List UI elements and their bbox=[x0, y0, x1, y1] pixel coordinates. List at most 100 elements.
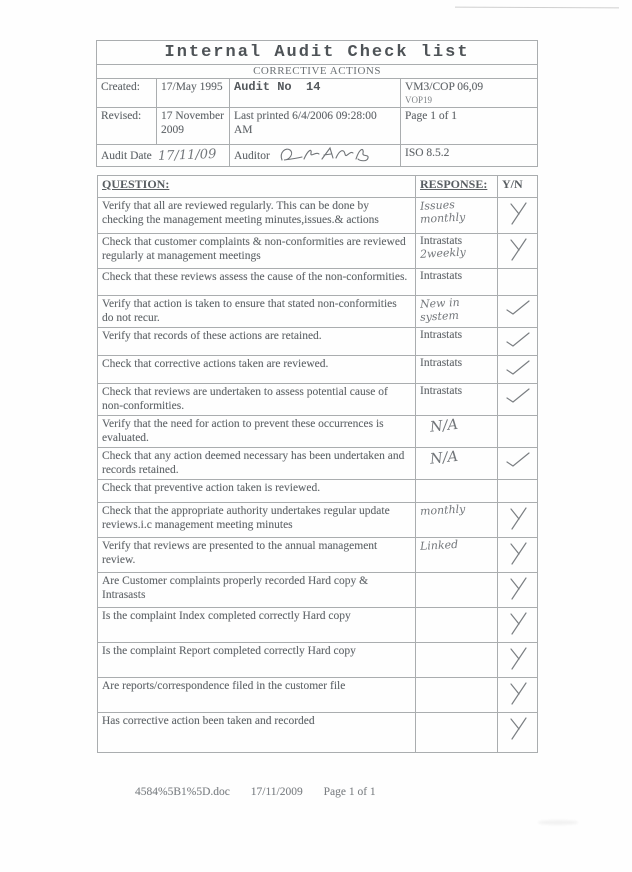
question-cell: Is the complaint Report completed correc… bbox=[97, 642, 416, 679]
yn-cell bbox=[497, 572, 538, 609]
checklist-row: Are reports/correspondence filed in the … bbox=[97, 677, 538, 714]
checklist-row: Check that these reviews assess the caus… bbox=[97, 268, 538, 296]
document-subtitle: CORRECTIVE ACTIONS bbox=[95, 64, 539, 79]
y-mark-handwritten bbox=[509, 647, 527, 670]
audit-number: Audit No 14 bbox=[234, 80, 321, 94]
response-typed: Intrastats bbox=[420, 270, 463, 282]
response-cell: Intrastats 2weekly bbox=[415, 233, 498, 269]
created-label: Created: bbox=[96, 77, 157, 109]
question-column-header: QUESTION: bbox=[97, 175, 416, 198]
question-cell: Verify that action is taken to ensure th… bbox=[97, 294, 416, 329]
question-cell: Check that any action deemed necessary h… bbox=[97, 447, 416, 481]
checklist-row: Verify that records of these actions are… bbox=[97, 327, 538, 357]
checklist-row: Check that the appropriate authority und… bbox=[97, 502, 538, 539]
yn-cell bbox=[497, 447, 538, 481]
y-mark-handwritten bbox=[509, 612, 527, 635]
response-column-header: RESPONSE: bbox=[415, 175, 498, 198]
yn-cell bbox=[497, 268, 538, 296]
footer-filename: 4584%5B1%5D.doc bbox=[135, 786, 230, 798]
footer-page: Page 1 of 1 bbox=[323, 786, 376, 798]
question-cell: Are reports/correspondence filed in the … bbox=[97, 677, 416, 714]
response-handwritten: N/A bbox=[429, 448, 459, 468]
yn-cell bbox=[497, 502, 538, 539]
response-cell: Issues monthly bbox=[415, 197, 498, 234]
response-cell: Intrastats bbox=[415, 327, 498, 357]
checklist-row: Verify that the need for action to preve… bbox=[97, 415, 538, 449]
page-count: Page 1 of 1 bbox=[399, 107, 539, 146]
question-cell: Check that these reviews assess the caus… bbox=[97, 268, 416, 296]
document-title: Internal Audit Check list bbox=[95, 40, 539, 65]
yn-cell bbox=[497, 327, 538, 357]
checkmark-handwritten bbox=[505, 388, 530, 403]
response-cell bbox=[415, 479, 498, 504]
yn-cell bbox=[497, 197, 538, 234]
checklist-row: Verify that all are reviewed regularly. … bbox=[97, 197, 538, 234]
audit-date-handwritten: 17/11/09 bbox=[157, 147, 217, 165]
yn-cell bbox=[497, 607, 538, 644]
question-cell: Has corrective action been taken and rec… bbox=[97, 712, 416, 754]
question-cell: Check that reviews are undertaken to ass… bbox=[97, 383, 416, 417]
scan-artifact-smudge bbox=[538, 820, 578, 825]
document-header-table: Internal Audit Check list CORRECTIVE ACT… bbox=[95, 40, 539, 168]
question-cell: Check that preventive action taken is re… bbox=[97, 479, 416, 504]
checklist-row: Check that preventive action taken is re… bbox=[97, 479, 538, 504]
response-cell: New in system bbox=[415, 294, 498, 329]
yn-column-header: Y/N bbox=[497, 175, 538, 198]
yn-cell bbox=[497, 415, 538, 449]
checklist-row: Check that any action deemed necessary h… bbox=[97, 447, 538, 481]
response-typed: Intrastats bbox=[420, 329, 463, 342]
yn-cell bbox=[497, 355, 538, 385]
response-handwritten: monthly bbox=[419, 502, 466, 519]
yn-cell bbox=[497, 294, 538, 329]
response-cell bbox=[415, 712, 498, 754]
response-handwritten: system bbox=[419, 308, 460, 324]
question-cell: Check that customer complaints & non-con… bbox=[97, 233, 416, 269]
y-mark-handwritten bbox=[509, 238, 527, 261]
response-cell bbox=[415, 572, 498, 609]
revised-label: Revised: bbox=[96, 107, 157, 146]
response-handwritten: monthly bbox=[419, 210, 466, 226]
checkmark-handwritten bbox=[505, 360, 530, 375]
checkmark-handwritten bbox=[505, 452, 530, 467]
response-handwritten: Linked bbox=[419, 538, 459, 554]
question-cell: Check that the appropriate authority und… bbox=[97, 502, 416, 539]
checklist-row: Has corrective action been taken and rec… bbox=[97, 712, 538, 754]
response-cell bbox=[415, 642, 498, 679]
y-mark-handwritten bbox=[509, 682, 527, 705]
created-value: 17/May 1995 bbox=[156, 77, 230, 109]
response-handwritten: 2weekly bbox=[419, 245, 467, 261]
last-printed: Last printed 6/4/2006 09:28:00 AM bbox=[229, 107, 401, 146]
y-mark-handwritten bbox=[509, 577, 527, 600]
question-cell: Verify that the need for action to preve… bbox=[97, 415, 416, 449]
question-cell: Verify that all are reviewed regularly. … bbox=[97, 197, 416, 234]
response-typed: Intrastats bbox=[420, 357, 463, 370]
question-cell: Check that corrective actions taken are … bbox=[97, 355, 416, 385]
document-ref: VM3/COP 06,09 bbox=[405, 81, 484, 93]
yn-cell bbox=[497, 712, 538, 754]
checklist-row: Check that corrective actions taken are … bbox=[97, 355, 538, 385]
checklist-table: QUESTION: RESPONSE: Y/N Verify that all … bbox=[97, 175, 538, 754]
yn-cell bbox=[497, 642, 538, 679]
response-cell: Intrastats bbox=[415, 355, 498, 385]
checklist-row: Are Customer complaints properly recorde… bbox=[97, 572, 538, 609]
yn-cell bbox=[497, 479, 538, 504]
auditor-signature bbox=[280, 147, 369, 162]
iso-ref: ISO 8.5.2 bbox=[399, 144, 539, 168]
page-footer: 4584%5B1%5D.doc 17/11/2009 Page 1 of 1 bbox=[135, 786, 394, 798]
checkmark-handwritten bbox=[505, 332, 530, 347]
y-mark-handwritten bbox=[509, 717, 527, 740]
y-mark-handwritten bbox=[509, 542, 527, 565]
response-cell: monthly bbox=[415, 502, 498, 539]
checklist-row: Check that reviews are undertaken to ass… bbox=[97, 383, 538, 417]
checkmark-handwritten bbox=[505, 300, 530, 315]
audit-date-label: Audit Date bbox=[101, 150, 152, 163]
yn-cell bbox=[497, 537, 538, 574]
checklist-row: Is the complaint Index completed correct… bbox=[97, 607, 538, 644]
response-typed: Intrastats bbox=[420, 235, 463, 247]
question-cell: Is the complaint Index completed correct… bbox=[97, 607, 416, 644]
response-cell bbox=[415, 607, 498, 644]
response-typed: Intrastats bbox=[420, 385, 463, 398]
checklist-row: Verify that reviews are presented to the… bbox=[97, 537, 538, 574]
response-handwritten: N/A bbox=[429, 416, 459, 436]
